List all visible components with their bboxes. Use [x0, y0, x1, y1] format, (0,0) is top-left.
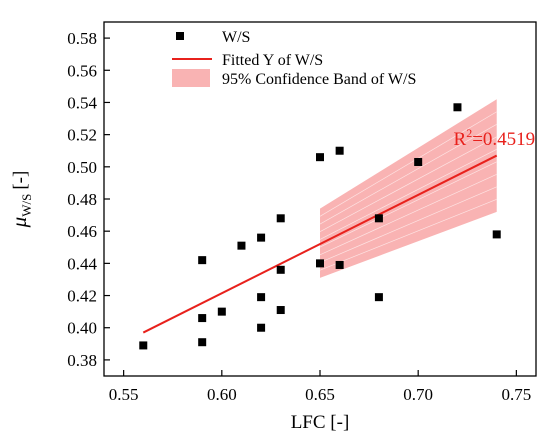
legend-marker-band — [172, 69, 210, 87]
points-layer — [139, 103, 501, 350]
legend-label-band: 95% Confidence Band of W/S — [222, 71, 416, 88]
r-squared-annotation: R2=0.4519 — [454, 126, 536, 150]
legend-label-scatter: W/S — [222, 29, 250, 46]
data-point — [316, 259, 324, 268]
y-tick-label: 0.44 — [67, 254, 97, 273]
x-axis-title: LFC [-] — [291, 412, 350, 433]
legend: W/S Fitted Y of W/S 95% Confidence Band … — [172, 29, 416, 88]
y-axis-title-main: μ — [7, 217, 31, 229]
x-tick-label: 0.65 — [305, 385, 335, 404]
data-point — [276, 214, 285, 223]
confidence-band-layer — [319, 99, 497, 278]
y-tick-label: 0.46 — [67, 222, 97, 241]
y-tick-label: 0.50 — [67, 158, 97, 177]
y-tick-label: 0.48 — [67, 190, 97, 209]
y-tick-label: 0.40 — [67, 319, 97, 338]
data-point — [257, 233, 266, 242]
data-point — [198, 338, 207, 347]
fitted-line — [142, 154, 498, 334]
data-point — [198, 256, 207, 265]
confidence-band-hatch — [319, 186, 497, 263]
y-tick-label: 0.38 — [67, 351, 97, 370]
confidence-band-hatch — [319, 148, 497, 240]
fit-line-layer — [142, 154, 498, 334]
legend-label-fit-line: Fitted Y of W/S — [222, 52, 323, 69]
data-point — [492, 230, 501, 239]
confidence-band-hatch — [319, 111, 497, 217]
confidence-band-hatch — [319, 136, 497, 233]
confidence-band-hatch — [319, 161, 497, 248]
y-axis-title: μW/S [-] — [7, 171, 34, 229]
data-point — [335, 260, 344, 269]
y-axis-title-unit: [-] — [10, 171, 31, 190]
data-point — [335, 146, 344, 155]
x-tick-label: 0.60 — [207, 385, 237, 404]
x-tick-label: 0.55 — [109, 385, 139, 404]
data-point — [198, 314, 207, 323]
data-point — [276, 265, 285, 274]
data-point — [414, 157, 423, 166]
data-point — [453, 103, 462, 112]
data-point — [257, 323, 266, 332]
data-point — [374, 293, 383, 302]
x-tick-label: 0.70 — [403, 385, 433, 404]
plot-frame — [103, 21, 537, 377]
data-point — [316, 153, 324, 162]
y-axis: 0.38 0.40 0.42 0.44 0.46 0.48 0.50 0.52 0.54 0.56… — [67, 29, 110, 370]
y-axis-title-sub: W/S — [19, 194, 34, 217]
y-tick-label: 0.58 — [67, 29, 97, 48]
r-squared-base: R — [454, 129, 467, 150]
confidence-band-hatch — [319, 174, 497, 256]
y-tick-label: 0.42 — [67, 287, 97, 306]
data-point — [257, 293, 266, 302]
r-squared-value: =0.4519 — [472, 129, 535, 150]
y-tick-label: 0.54 — [67, 93, 97, 112]
confidence-band — [320, 99, 497, 278]
data-point — [217, 307, 226, 316]
confidence-band-hatch — [319, 123, 497, 225]
data-point — [374, 214, 383, 223]
confidence-band-hatch — [319, 199, 497, 271]
data-point — [237, 241, 246, 250]
y-tick-label: 0.56 — [67, 61, 97, 80]
legend-marker-scatter — [176, 32, 184, 40]
r-squared-sup: 2 — [466, 126, 472, 140]
data-point — [276, 306, 285, 315]
x-axis: 0.55 0.60 0.65 0.70 0.75 — [109, 370, 531, 404]
x-tick-label: 0.75 — [501, 385, 531, 404]
y-tick-label: 0.52 — [67, 126, 97, 145]
data-point — [139, 341, 148, 350]
